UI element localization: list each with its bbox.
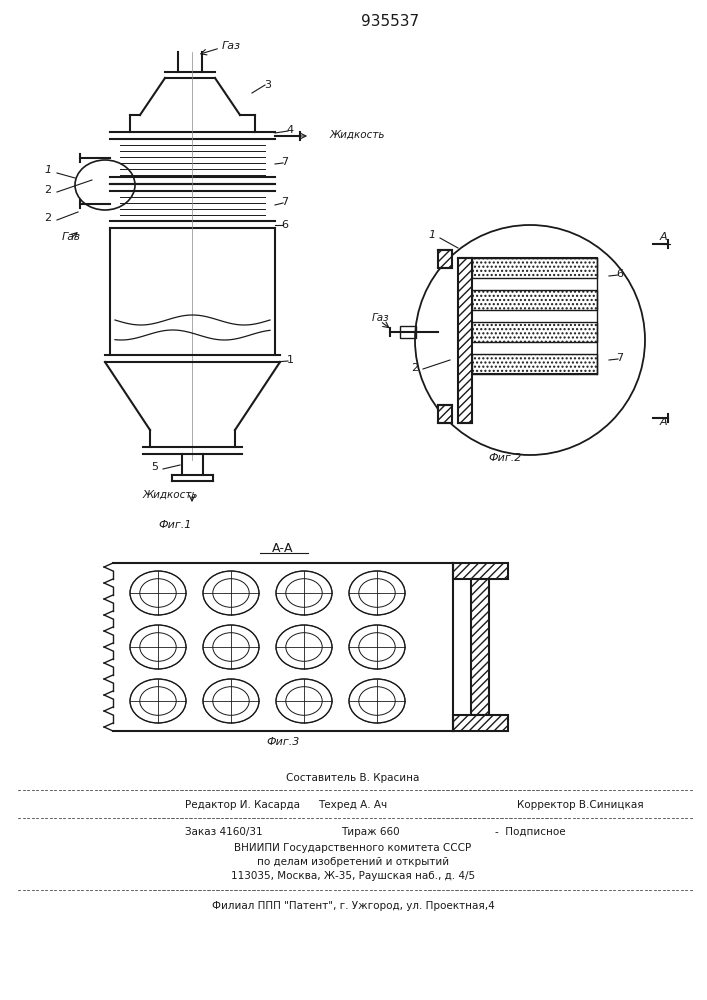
Bar xyxy=(458,258,472,423)
Ellipse shape xyxy=(203,679,259,723)
Bar xyxy=(471,579,489,715)
Ellipse shape xyxy=(130,625,186,669)
Text: 7: 7 xyxy=(281,157,288,167)
Ellipse shape xyxy=(130,679,186,723)
Ellipse shape xyxy=(203,625,259,669)
Ellipse shape xyxy=(358,579,395,607)
Bar xyxy=(400,326,416,338)
Ellipse shape xyxy=(276,679,332,723)
Text: 1: 1 xyxy=(428,230,436,240)
Ellipse shape xyxy=(276,625,332,669)
Text: A: A xyxy=(659,417,667,427)
Text: 4: 4 xyxy=(286,125,293,135)
Text: Заказ 4160/31: Заказ 4160/31 xyxy=(185,827,262,837)
Text: Газ: Газ xyxy=(222,41,241,51)
Text: 5: 5 xyxy=(151,462,158,472)
Text: Составитель В. Красина: Составитель В. Красина xyxy=(286,773,420,783)
Ellipse shape xyxy=(358,687,395,715)
Ellipse shape xyxy=(286,579,322,607)
Text: Тираж 660: Тираж 660 xyxy=(341,827,399,837)
Text: Жидкость: Жидкость xyxy=(142,490,198,500)
Text: 1: 1 xyxy=(45,165,52,175)
Ellipse shape xyxy=(140,579,176,607)
Ellipse shape xyxy=(358,633,395,661)
Ellipse shape xyxy=(286,633,322,661)
Bar xyxy=(472,258,597,278)
Text: Техред А. Ач: Техред А. Ач xyxy=(318,800,387,810)
Bar xyxy=(453,715,508,731)
Bar xyxy=(438,405,452,423)
Bar xyxy=(472,354,597,374)
Ellipse shape xyxy=(213,687,249,715)
Text: 7: 7 xyxy=(281,197,288,207)
Text: Фиг.3: Фиг.3 xyxy=(267,737,300,747)
Text: 2: 2 xyxy=(45,213,52,223)
Ellipse shape xyxy=(349,625,405,669)
Text: -  Подписное: - Подписное xyxy=(495,827,566,837)
Text: 2: 2 xyxy=(45,185,52,195)
Ellipse shape xyxy=(140,633,176,661)
Text: Фиг.1: Фиг.1 xyxy=(158,520,192,530)
Bar xyxy=(453,563,508,579)
Text: Газ: Газ xyxy=(62,232,81,242)
Ellipse shape xyxy=(349,679,405,723)
Text: Фиг.2: Фиг.2 xyxy=(489,453,522,463)
Text: 7: 7 xyxy=(617,353,624,363)
Text: по делам изобретений и открытий: по делам изобретений и открытий xyxy=(257,857,449,867)
Ellipse shape xyxy=(349,571,405,615)
Text: 2: 2 xyxy=(411,363,419,373)
Text: Корректор В.Синицкая: Корректор В.Синицкая xyxy=(517,800,643,810)
Text: 6: 6 xyxy=(617,269,624,279)
Text: Жидкость: Жидкость xyxy=(330,130,385,140)
Text: 6: 6 xyxy=(281,220,288,230)
Text: 3: 3 xyxy=(264,80,271,90)
Text: A: A xyxy=(659,232,667,242)
Text: 935537: 935537 xyxy=(361,14,419,29)
Text: Редактор И. Касарда: Редактор И. Касарда xyxy=(185,800,300,810)
Ellipse shape xyxy=(276,571,332,615)
Ellipse shape xyxy=(130,571,186,615)
Ellipse shape xyxy=(213,633,249,661)
Bar xyxy=(472,322,597,342)
Text: Газ: Газ xyxy=(372,313,390,323)
Text: А-А: А-А xyxy=(272,542,293,554)
Ellipse shape xyxy=(213,579,249,607)
Ellipse shape xyxy=(203,571,259,615)
Ellipse shape xyxy=(286,687,322,715)
Bar xyxy=(472,290,597,310)
Ellipse shape xyxy=(140,687,176,715)
Text: 1: 1 xyxy=(286,355,293,365)
Text: 113035, Москва, Ж-35, Раушская наб., д. 4/5: 113035, Москва, Ж-35, Раушская наб., д. … xyxy=(231,871,475,881)
Text: ВНИИПИ Государственного комитета СССР: ВНИИПИ Государственного комитета СССР xyxy=(235,843,472,853)
Text: Филиал ППП "Патент", г. Ужгород, ул. Проектная,4: Филиал ППП "Патент", г. Ужгород, ул. Про… xyxy=(211,901,494,911)
Bar xyxy=(438,250,452,268)
